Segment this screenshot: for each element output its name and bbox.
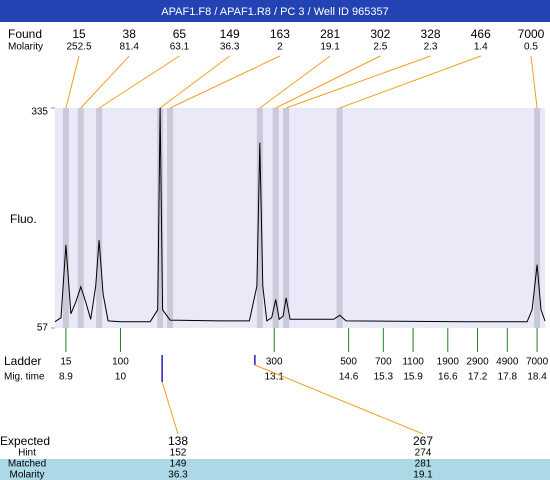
peak-band: [272, 108, 279, 328]
ladder-time: 17.2: [468, 372, 488, 383]
ladder-time: 15.3: [374, 372, 394, 383]
found-label: Found: [8, 27, 42, 41]
title: APAF1.F8 / APAF1.R8 / PC 3 / Well ID 965…: [161, 6, 388, 18]
found-molarity: 2.3: [424, 42, 438, 53]
found-molarity: 1.4: [474, 42, 488, 53]
matched-molarity: 19.1: [413, 470, 433, 480]
ladder-time: 16.6: [438, 372, 458, 383]
ladder-size: 100: [112, 357, 129, 368]
ladder-label: Ladder: [4, 354, 41, 368]
found-size: 163: [270, 27, 290, 41]
found-molarity: 2.5: [373, 42, 387, 53]
expected-size: 138: [168, 434, 188, 448]
found-size: 466: [471, 27, 491, 41]
molarity-label: Molarity: [9, 470, 44, 480]
ladder-size: 1100: [402, 357, 424, 368]
peak-band: [283, 108, 290, 328]
y-tick-label: 57: [37, 323, 49, 334]
found-molarity: 19.1: [320, 42, 340, 53]
found-size: 302: [370, 27, 390, 41]
found-size: 65: [173, 27, 187, 41]
found-size: 328: [421, 27, 441, 41]
expected-connector: [161, 381, 179, 435]
peak-connector: [98, 55, 180, 109]
found-size: 15: [72, 27, 86, 41]
peak-connector: [159, 55, 230, 109]
found-molarity: 36.3: [220, 42, 240, 53]
peak-band: [96, 108, 103, 328]
y-tick-label: 335: [31, 107, 48, 118]
matched-size: 281: [415, 459, 432, 470]
mig-time-label: Mig. time: [4, 372, 45, 383]
plot-area: [55, 108, 545, 328]
ladder-time: 13.1: [264, 372, 284, 383]
peak-connector: [169, 55, 281, 109]
title-bar: [0, 0, 550, 22]
found-size: 7000: [518, 27, 545, 41]
found-molarity: 81.4: [119, 42, 139, 53]
ladder-time: 18.4: [527, 372, 547, 383]
peak-connector: [259, 55, 331, 109]
found-molarity: 252.5: [66, 42, 91, 53]
ladder-size: 700: [375, 357, 392, 368]
peak-band: [336, 108, 343, 328]
peak-band: [167, 108, 174, 328]
ladder-time: 17.8: [498, 372, 518, 383]
found-size: 281: [320, 27, 340, 41]
peak-band: [256, 108, 263, 328]
ladder-time: 10: [115, 372, 127, 383]
matched-size: 149: [170, 459, 187, 470]
molarity-label: Molarity: [8, 42, 43, 53]
found-molarity: 2: [277, 42, 283, 53]
y-axis-label: Fluo.: [10, 212, 37, 226]
expected-connector: [254, 364, 424, 435]
peak-band: [534, 108, 541, 328]
ladder-size: 15: [60, 357, 72, 368]
matched-band: [0, 459, 550, 480]
peak-connector: [530, 55, 538, 109]
peak-connector: [65, 55, 80, 109]
peak-connector: [275, 55, 381, 109]
expected-label: Expected: [0, 434, 50, 448]
expected-size: 267: [413, 434, 433, 448]
ladder-size: 2900: [466, 357, 489, 368]
ladder-time: 15.9: [403, 372, 423, 383]
ladder-time: 8.9: [59, 372, 73, 383]
trace: [54, 107, 546, 323]
ladder-size: 4900: [496, 357, 519, 368]
ladder-size: 7000: [526, 357, 549, 368]
found-molarity: 63.1: [170, 42, 190, 53]
ladder-size: 500: [340, 357, 357, 368]
found-molarity: 0.5: [524, 42, 538, 53]
matched-label: Matched: [8, 459, 46, 470]
found-size: 38: [123, 27, 137, 41]
peak-connector: [80, 55, 130, 109]
peak-band: [157, 108, 164, 328]
peak-connector: [339, 55, 481, 109]
found-size: 149: [220, 27, 240, 41]
ladder-time: 14.6: [339, 372, 359, 383]
matched-molarity: 36.3: [168, 470, 188, 480]
ladder-size: 1900: [437, 357, 460, 368]
peak-band: [62, 108, 69, 328]
hint-size: 152: [170, 448, 187, 459]
peak-connector: [285, 55, 431, 109]
hint-label: Hint: [18, 448, 36, 459]
ladder-size: 300: [266, 357, 283, 368]
hint-size: 274: [415, 448, 432, 459]
peak-band: [77, 108, 84, 328]
